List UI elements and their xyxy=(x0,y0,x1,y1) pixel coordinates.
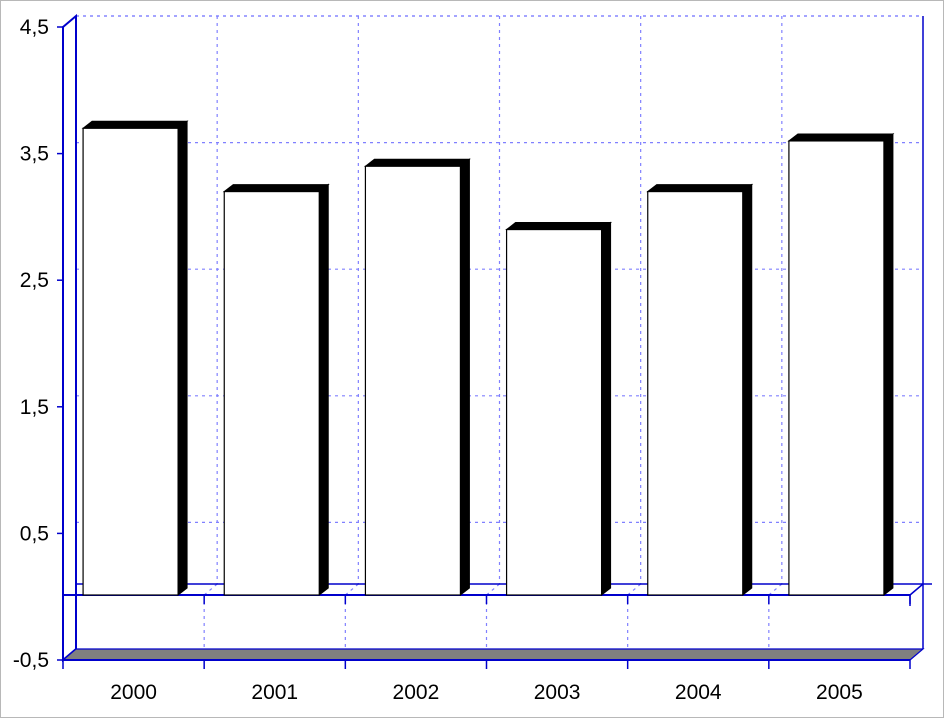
floor-right-edge xyxy=(909,583,924,596)
bar-top xyxy=(787,133,895,142)
bar-side xyxy=(883,132,894,597)
y-tick-label: -0,5 xyxy=(13,649,49,672)
bar-face xyxy=(364,165,462,596)
bar-face xyxy=(223,190,320,596)
bar-top xyxy=(81,120,189,129)
bar-side xyxy=(318,183,329,597)
x-tick-label: 2003 xyxy=(534,681,581,704)
bar-2005 xyxy=(787,132,895,597)
y-tick-label: 1,5 xyxy=(20,396,49,419)
bar-side xyxy=(177,120,188,597)
gridline-x xyxy=(344,583,359,596)
axis-layer xyxy=(57,26,911,669)
x-tick-label: 2002 xyxy=(393,681,440,704)
x-tick-label: 2004 xyxy=(675,681,722,704)
y-tick-label: 2,5 xyxy=(20,269,49,292)
bar-side xyxy=(742,183,753,597)
y-tick-label: 4,5 xyxy=(20,16,49,39)
x-tick-label: 2001 xyxy=(251,681,298,704)
x-tick-label: 2005 xyxy=(816,681,863,704)
bar-2000 xyxy=(81,120,189,597)
gridline-x xyxy=(768,583,783,596)
chart-base xyxy=(61,648,925,661)
y-tick-label: 0,5 xyxy=(20,522,49,545)
bar-2001 xyxy=(222,183,330,597)
label-layer: 4,5 3,5 2,5 1,5 0,5 -0,5 2000 2001 2002 2003 2004 2… xyxy=(13,16,863,704)
bars-layer xyxy=(81,120,895,597)
bar-top xyxy=(505,222,613,231)
bar-top xyxy=(646,184,754,193)
gridline-x xyxy=(486,583,500,596)
bar-face xyxy=(505,228,603,596)
bar-face xyxy=(647,190,744,596)
gridline-x xyxy=(627,583,642,596)
gridline-x xyxy=(203,583,218,596)
bar-2004 xyxy=(646,183,754,597)
x-tick-label: 2000 xyxy=(110,681,157,704)
bar-top xyxy=(222,184,330,193)
bar-face xyxy=(788,140,885,596)
bar-face xyxy=(82,127,179,596)
bar-2003 xyxy=(505,221,613,597)
y-tick-label: 3,5 xyxy=(20,143,49,166)
bar-2002 xyxy=(363,158,471,597)
y-axis-wall xyxy=(62,13,77,663)
bar-top xyxy=(363,158,471,167)
bar-side xyxy=(601,221,612,597)
bar-side xyxy=(459,158,470,597)
